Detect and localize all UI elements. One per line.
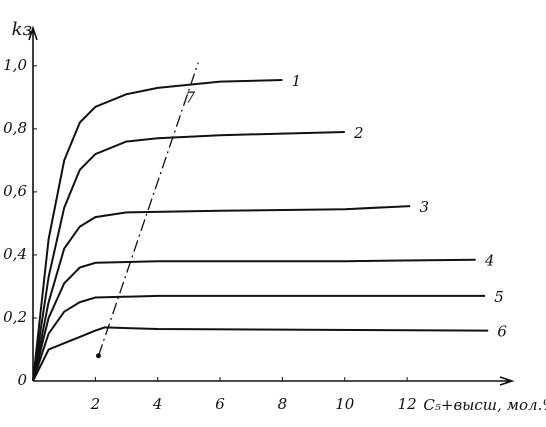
series-label: 5 [494, 288, 504, 306]
series-label: 1 [292, 72, 302, 90]
x-axis-label: C₅+высш, мол.% [423, 396, 546, 414]
y-tick-label: 0,2 [3, 308, 27, 326]
series-label: 7 [185, 89, 195, 107]
series-line [32, 131, 345, 382]
y-tick-label: 0,8 [3, 119, 27, 137]
series-label: 6 [497, 323, 507, 341]
y-axis [28, 25, 38, 381]
y-tick-label: 1,0 [3, 56, 27, 74]
series-label: 4 [484, 252, 495, 270]
x-tick-label: 12 [398, 395, 417, 413]
x-tick-label: 8 [278, 395, 288, 413]
x-tick-label: 2 [90, 395, 101, 413]
series-line [32, 205, 411, 382]
series-line [32, 294, 486, 382]
series-end-dot [95, 353, 101, 359]
x-tick-label: 10 [335, 395, 355, 413]
series-line [97, 62, 199, 357]
y-tick-label: 0,4 [3, 245, 27, 263]
series-line [32, 79, 283, 382]
y-axis-label: kз [12, 19, 33, 40]
x-axis [33, 376, 515, 386]
series-label: 3 [419, 198, 429, 216]
series-line [32, 326, 489, 382]
y-tick-label: 0,6 [3, 182, 27, 200]
series-line [32, 258, 476, 382]
x-tick-label: 4 [152, 395, 163, 413]
y-tick-label: 0 [17, 371, 27, 389]
series-label: 2 [353, 124, 364, 142]
x-tick-label: 6 [215, 395, 225, 413]
